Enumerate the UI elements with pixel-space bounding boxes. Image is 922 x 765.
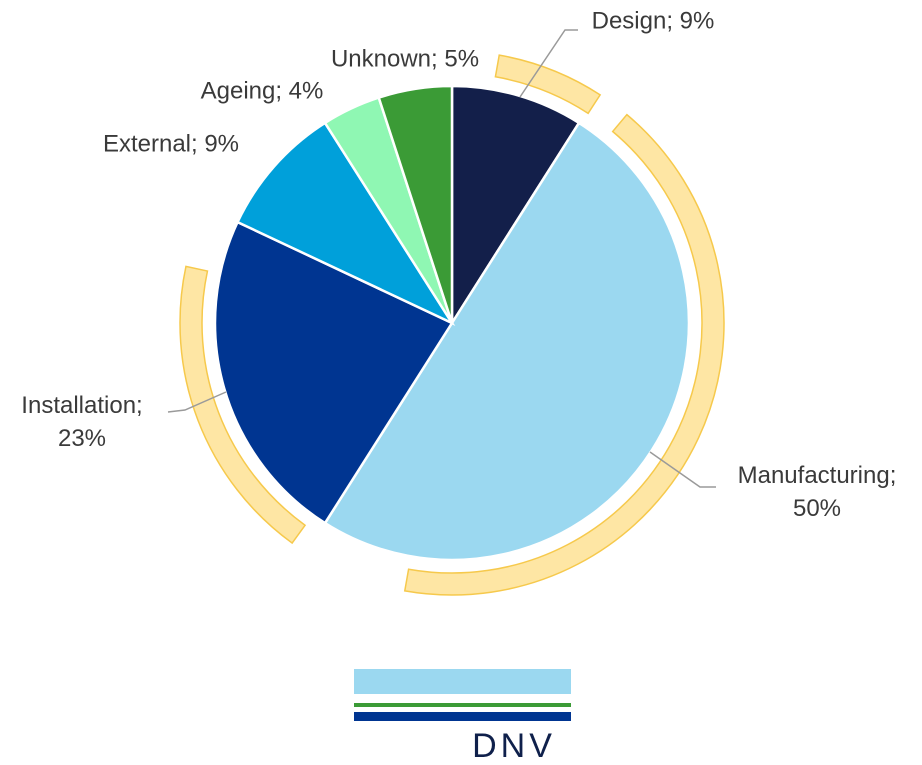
data-label: Ageing; 4%: [201, 77, 324, 104]
labels: Design; 9% Manufacturing; 50% Installation;…: [21, 7, 896, 522]
highlight-bands: [179, 54, 725, 596]
highlight-band: [179, 265, 307, 545]
logo-text: DNV: [472, 727, 556, 765]
data-label: Installation; 23%: [21, 392, 142, 452]
data-label: Manufacturing; 50%: [738, 462, 897, 522]
pie-slice: [235, 121, 456, 326]
data-label: External; 9%: [103, 130, 239, 157]
pie-slice: [323, 121, 691, 562]
highlight-band: [494, 54, 602, 115]
data-label: Design; 9%: [592, 7, 715, 34]
pie: [213, 84, 691, 562]
pie-slice: [450, 84, 581, 328]
leader-line: [649, 451, 716, 488]
logo-bar: [354, 712, 571, 721]
highlight-band: [403, 113, 725, 596]
logo-bar: [354, 703, 571, 707]
data-label: Unknown; 5%: [331, 45, 479, 72]
logo-bar: [354, 669, 571, 694]
pie-slice: [377, 84, 454, 324]
leader-line: [167, 391, 227, 413]
leader-line: [519, 29, 578, 98]
pie-slice: [213, 220, 454, 525]
